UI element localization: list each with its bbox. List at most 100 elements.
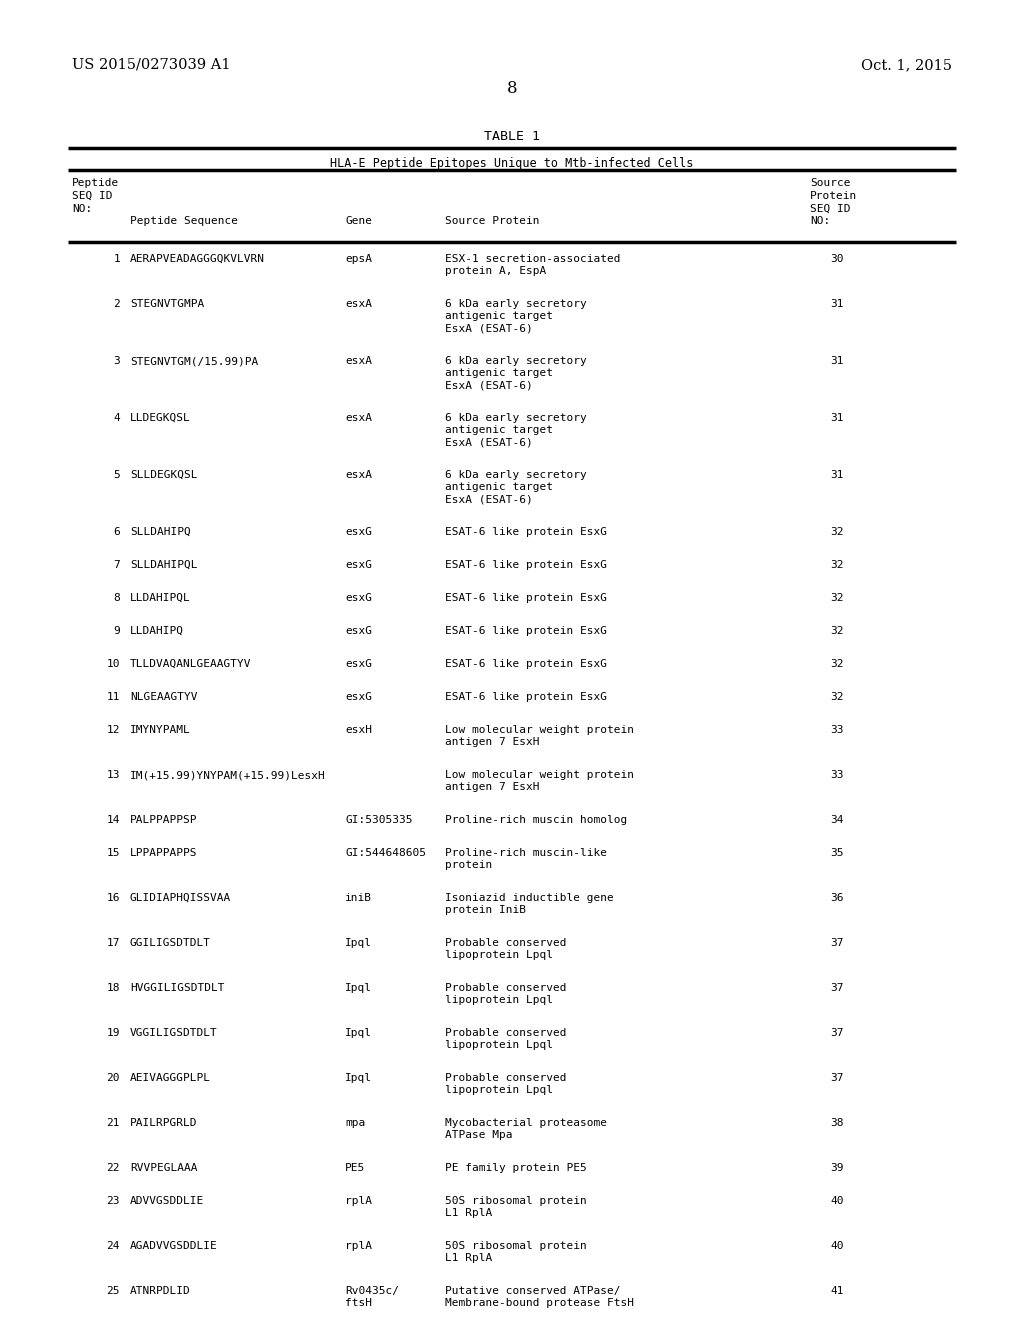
- Text: Ipql: Ipql: [345, 1073, 372, 1082]
- Text: LLDAHIPQ: LLDAHIPQ: [130, 626, 184, 636]
- Text: Putative conserved ATPase/
Membrane-bound protease FtsH: Putative conserved ATPase/ Membrane-boun…: [445, 1286, 634, 1308]
- Text: mpa: mpa: [345, 1118, 366, 1129]
- Text: 2: 2: [114, 300, 120, 309]
- Text: 36: 36: [830, 894, 844, 903]
- Text: ADVVGSDDLIE: ADVVGSDDLIE: [130, 1196, 204, 1206]
- Text: 5: 5: [114, 470, 120, 480]
- Text: esxG: esxG: [345, 560, 372, 570]
- Text: Peptide
SEQ ID
NO:: Peptide SEQ ID NO:: [72, 178, 119, 214]
- Text: ESAT-6 like protein EsxG: ESAT-6 like protein EsxG: [445, 659, 607, 669]
- Text: 6 kDa early secretory
antigenic target
EsxA (ESAT-6): 6 kDa early secretory antigenic target E…: [445, 470, 587, 504]
- Text: ESAT-6 like protein EsxG: ESAT-6 like protein EsxG: [445, 527, 607, 537]
- Text: TABLE 1: TABLE 1: [484, 129, 540, 143]
- Text: Ipql: Ipql: [345, 939, 372, 948]
- Text: PE family protein PE5: PE family protein PE5: [445, 1163, 587, 1173]
- Text: Peptide Sequence: Peptide Sequence: [130, 216, 238, 226]
- Text: 40: 40: [830, 1241, 844, 1251]
- Text: Rv0435c/
ftsH: Rv0435c/ ftsH: [345, 1286, 399, 1308]
- Text: 9: 9: [114, 626, 120, 636]
- Text: Proline-rich muscin homolog: Proline-rich muscin homolog: [445, 814, 628, 825]
- Text: rplA: rplA: [345, 1241, 372, 1251]
- Text: 3: 3: [114, 356, 120, 366]
- Text: Probable conserved
lipoprotein Lpql: Probable conserved lipoprotein Lpql: [445, 1028, 566, 1051]
- Text: Low molecular weight protein
antigen 7 EsxH: Low molecular weight protein antigen 7 E…: [445, 725, 634, 747]
- Text: esxA: esxA: [345, 470, 372, 480]
- Text: iniB: iniB: [345, 894, 372, 903]
- Text: PALPPAPPSP: PALPPAPPSP: [130, 814, 198, 825]
- Text: epsA: epsA: [345, 253, 372, 264]
- Text: PAILRPGRLD: PAILRPGRLD: [130, 1118, 198, 1129]
- Text: GI:5305335: GI:5305335: [345, 814, 413, 825]
- Text: US 2015/0273039 A1: US 2015/0273039 A1: [72, 58, 230, 73]
- Text: AERAPVEADAGGGQKVLVRN: AERAPVEADAGGGQKVLVRN: [130, 253, 265, 264]
- Text: GGILIGSDTDLT: GGILIGSDTDLT: [130, 939, 211, 948]
- Text: ESAT-6 like protein EsxG: ESAT-6 like protein EsxG: [445, 560, 607, 570]
- Text: 23: 23: [106, 1196, 120, 1206]
- Text: Probable conserved
lipoprotein Lpql: Probable conserved lipoprotein Lpql: [445, 1073, 566, 1096]
- Text: 17: 17: [106, 939, 120, 948]
- Text: Source Protein: Source Protein: [445, 216, 540, 226]
- Text: 14: 14: [106, 814, 120, 825]
- Text: 35: 35: [830, 847, 844, 858]
- Text: VGGILIGSDTDLT: VGGILIGSDTDLT: [130, 1028, 218, 1038]
- Text: 34: 34: [830, 814, 844, 825]
- Text: Probable conserved
lipoprotein Lpql: Probable conserved lipoprotein Lpql: [445, 983, 566, 1006]
- Text: ESAT-6 like protein EsxG: ESAT-6 like protein EsxG: [445, 593, 607, 603]
- Text: esxA: esxA: [345, 300, 372, 309]
- Text: Mycobacterial proteasome
ATPase Mpa: Mycobacterial proteasome ATPase Mpa: [445, 1118, 607, 1140]
- Text: 21: 21: [106, 1118, 120, 1129]
- Text: Source
Protein
SEQ ID
NO:: Source Protein SEQ ID NO:: [810, 178, 857, 227]
- Text: 4: 4: [114, 413, 120, 422]
- Text: IMYNYPAML: IMYNYPAML: [130, 725, 190, 735]
- Text: PE5: PE5: [345, 1163, 366, 1173]
- Text: Low molecular weight protein
antigen 7 EsxH: Low molecular weight protein antigen 7 E…: [445, 770, 634, 792]
- Text: 6 kDa early secretory
antigenic target
EsxA (ESAT-6): 6 kDa early secretory antigenic target E…: [445, 300, 587, 334]
- Text: Ipql: Ipql: [345, 983, 372, 993]
- Text: 6: 6: [114, 527, 120, 537]
- Text: 22: 22: [106, 1163, 120, 1173]
- Text: 11: 11: [106, 692, 120, 702]
- Text: HLA-E Peptide Epitopes Unique to Mtb-infected Cells: HLA-E Peptide Epitopes Unique to Mtb-inf…: [331, 157, 693, 170]
- Text: Gene: Gene: [345, 216, 372, 226]
- Text: ATNRPDLID: ATNRPDLID: [130, 1286, 190, 1296]
- Text: 19: 19: [106, 1028, 120, 1038]
- Text: 18: 18: [106, 983, 120, 993]
- Text: 13: 13: [106, 770, 120, 780]
- Text: 32: 32: [830, 659, 844, 669]
- Text: 31: 31: [830, 413, 844, 422]
- Text: 15: 15: [106, 847, 120, 858]
- Text: 41: 41: [830, 1286, 844, 1296]
- Text: 33: 33: [830, 725, 844, 735]
- Text: NLGEAAGTYV: NLGEAAGTYV: [130, 692, 198, 702]
- Text: esxG: esxG: [345, 659, 372, 669]
- Text: Proline-rich muscin-like
protein: Proline-rich muscin-like protein: [445, 847, 607, 870]
- Text: esxA: esxA: [345, 413, 372, 422]
- Text: GLIDIAPHQISSVAA: GLIDIAPHQISSVAA: [130, 894, 231, 903]
- Text: 16: 16: [106, 894, 120, 903]
- Text: 24: 24: [106, 1241, 120, 1251]
- Text: TLLDVAQANLGEAAGTYV: TLLDVAQANLGEAAGTYV: [130, 659, 252, 669]
- Text: STEGNVTGM(/15.99)PA: STEGNVTGM(/15.99)PA: [130, 356, 258, 366]
- Text: 37: 37: [830, 1028, 844, 1038]
- Text: 40: 40: [830, 1196, 844, 1206]
- Text: GI:544648605: GI:544648605: [345, 847, 426, 858]
- Text: 30: 30: [830, 253, 844, 264]
- Text: 6 kDa early secretory
antigenic target
EsxA (ESAT-6): 6 kDa early secretory antigenic target E…: [445, 413, 587, 447]
- Text: 7: 7: [114, 560, 120, 570]
- Text: rplA: rplA: [345, 1196, 372, 1206]
- Text: 10: 10: [106, 659, 120, 669]
- Text: HVGGILIGSDTDLT: HVGGILIGSDTDLT: [130, 983, 224, 993]
- Text: 50S ribosomal protein
L1 RplA: 50S ribosomal protein L1 RplA: [445, 1241, 587, 1263]
- Text: 20: 20: [106, 1073, 120, 1082]
- Text: 32: 32: [830, 593, 844, 603]
- Text: 25: 25: [106, 1286, 120, 1296]
- Text: esxG: esxG: [345, 527, 372, 537]
- Text: LLDEGKQSL: LLDEGKQSL: [130, 413, 190, 422]
- Text: ESAT-6 like protein EsxG: ESAT-6 like protein EsxG: [445, 626, 607, 636]
- Text: ESX-1 secretion-associated
protein A, EspA: ESX-1 secretion-associated protein A, Es…: [445, 253, 621, 276]
- Text: 6 kDa early secretory
antigenic target
EsxA (ESAT-6): 6 kDa early secretory antigenic target E…: [445, 356, 587, 391]
- Text: 32: 32: [830, 560, 844, 570]
- Text: 32: 32: [830, 527, 844, 537]
- Text: IM(+15.99)YNYPAM(+15.99)LesxH: IM(+15.99)YNYPAM(+15.99)LesxH: [130, 770, 326, 780]
- Text: 8: 8: [114, 593, 120, 603]
